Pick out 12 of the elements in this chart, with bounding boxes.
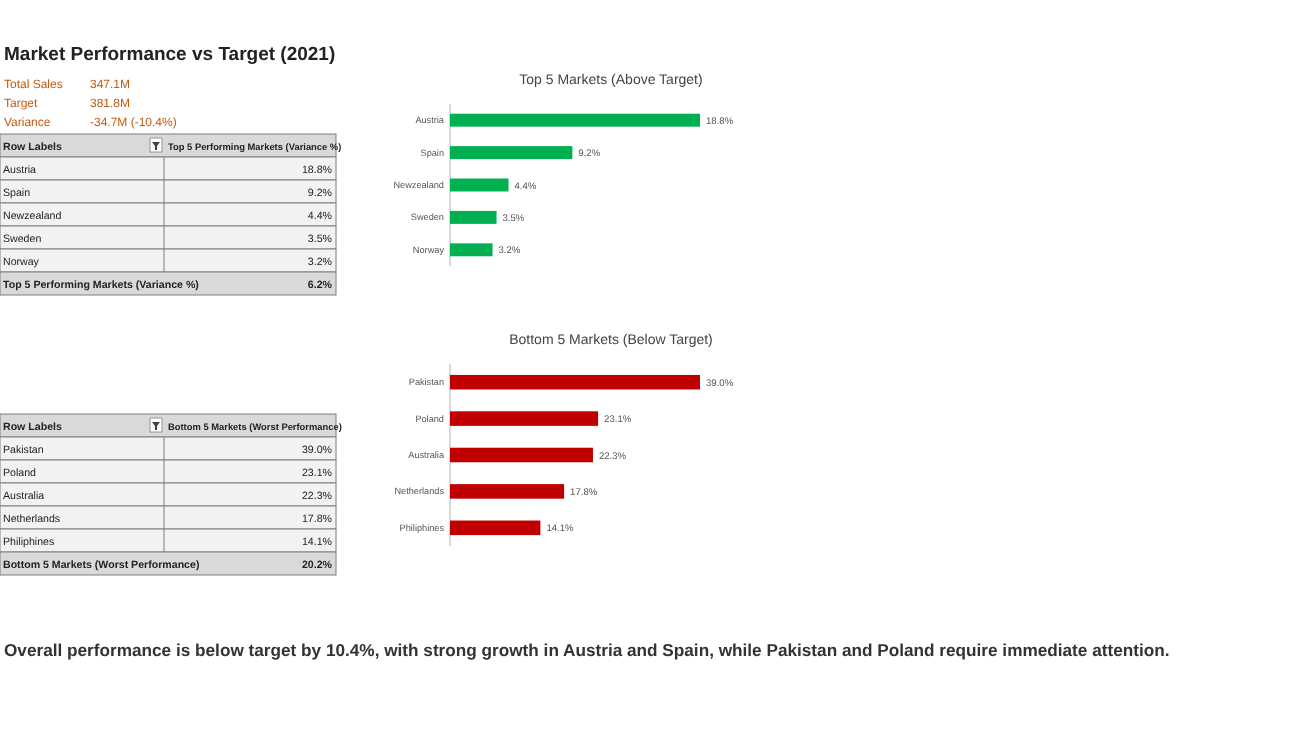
- bar: [450, 520, 541, 536]
- bar: [450, 178, 509, 192]
- bar: [450, 113, 700, 127]
- text: Overall performance is below target by 10.4%, with strong growth in Austria and Spain, while Pakistan and Poland require immediate attention.: [4, 640, 1170, 660]
- bar: [450, 243, 493, 257]
- bar: [450, 447, 593, 463]
- bar: [450, 484, 565, 499]
- bar: [450, 374, 700, 390]
- bar: [450, 411, 599, 426]
- bar: [450, 146, 573, 160]
- bar: [450, 210, 497, 224]
- text: Market Performance vs Target (2021): [4, 44, 336, 66]
